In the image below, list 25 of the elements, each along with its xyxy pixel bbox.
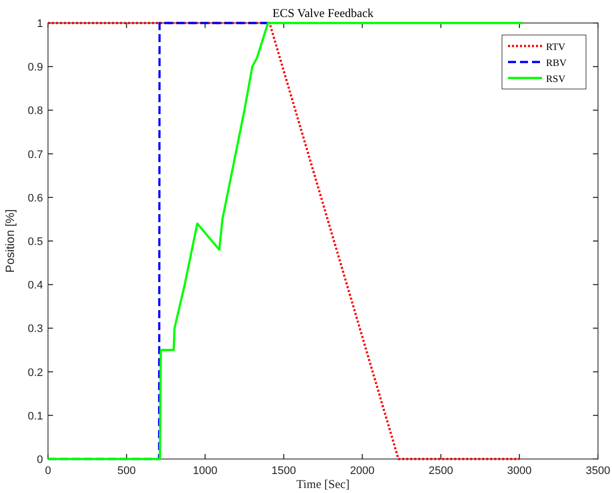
- y-tick-label: 1: [36, 18, 43, 30]
- legend-label: RTV: [546, 42, 566, 53]
- chart-title: ECS Valve Feedback: [272, 6, 374, 20]
- y-tick-label: 0: [36, 454, 43, 466]
- y-axis-title: Position [%]: [3, 209, 17, 273]
- x-tick-label: 2000: [350, 465, 375, 477]
- legend-label: RBV: [546, 58, 568, 69]
- y-tick-label: 0.2: [28, 366, 43, 379]
- y-tick-label: 0.7: [28, 148, 43, 161]
- legend-label: RSV: [546, 74, 566, 85]
- x-tick-label: 2500: [428, 465, 454, 477]
- y-tick-label: 0.6: [28, 192, 43, 204]
- y-tick-label: 0.9: [28, 62, 43, 74]
- x-axis-title: Time [Sec]: [296, 477, 350, 491]
- y-tick-label: 0.4: [28, 280, 43, 292]
- y-tick-label: 0.1: [28, 410, 43, 422]
- y-tick-label: 0.5: [28, 236, 43, 248]
- y-tick-label: 0.8: [28, 105, 43, 118]
- x-tick-label: 3500: [586, 465, 610, 477]
- x-tick-label: 0: [44, 465, 52, 477]
- x-tick-label: 1500: [271, 465, 296, 477]
- x-tick-label: 500: [117, 465, 136, 477]
- y-tick-label: 0.3: [28, 323, 43, 336]
- x-tick-label: 1000: [192, 465, 218, 477]
- x-tick-label: 3000: [507, 465, 532, 477]
